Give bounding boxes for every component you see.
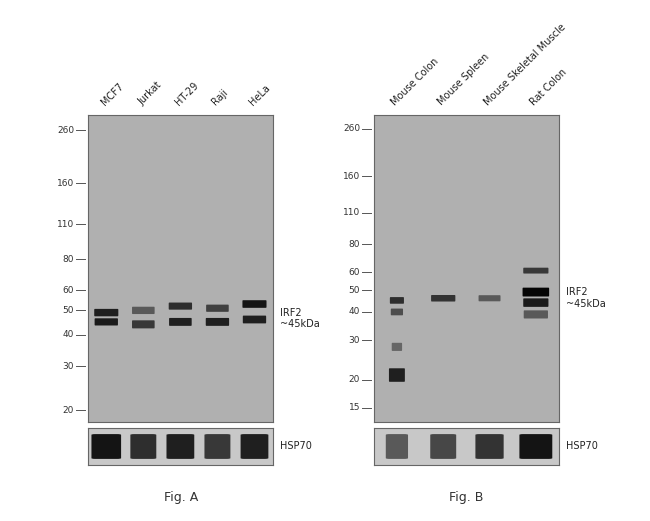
Text: 15: 15 xyxy=(348,403,360,413)
Text: Mouse Skeletal Muscle: Mouse Skeletal Muscle xyxy=(482,21,568,107)
FancyBboxPatch shape xyxy=(243,316,266,324)
Text: 30: 30 xyxy=(62,362,74,371)
Text: 160: 160 xyxy=(57,179,74,188)
FancyBboxPatch shape xyxy=(431,295,456,302)
FancyBboxPatch shape xyxy=(392,343,402,351)
FancyBboxPatch shape xyxy=(523,299,549,307)
Text: 40: 40 xyxy=(348,307,360,316)
Text: HT-29: HT-29 xyxy=(174,80,200,107)
Text: Rat Colon: Rat Colon xyxy=(528,67,569,107)
Text: 160: 160 xyxy=(343,172,360,181)
FancyBboxPatch shape xyxy=(131,434,156,459)
Text: Mouse Colon: Mouse Colon xyxy=(390,56,441,107)
Text: 260: 260 xyxy=(343,124,360,133)
Text: 110: 110 xyxy=(57,220,74,229)
Text: MCF7: MCF7 xyxy=(99,81,125,107)
Text: HeLa: HeLa xyxy=(248,82,272,107)
Text: 50: 50 xyxy=(62,306,74,315)
FancyBboxPatch shape xyxy=(166,434,194,459)
Text: 260: 260 xyxy=(57,126,74,135)
FancyBboxPatch shape xyxy=(389,368,405,382)
FancyBboxPatch shape xyxy=(206,305,229,312)
FancyBboxPatch shape xyxy=(169,303,192,309)
Text: 40: 40 xyxy=(62,330,74,339)
FancyBboxPatch shape xyxy=(240,434,268,459)
Text: 30: 30 xyxy=(348,336,360,344)
FancyBboxPatch shape xyxy=(206,318,229,326)
FancyBboxPatch shape xyxy=(430,434,456,459)
FancyBboxPatch shape xyxy=(478,295,500,301)
FancyBboxPatch shape xyxy=(205,434,230,459)
FancyBboxPatch shape xyxy=(519,434,552,459)
FancyBboxPatch shape xyxy=(390,297,404,304)
Text: 50: 50 xyxy=(348,286,360,294)
FancyBboxPatch shape xyxy=(242,300,266,308)
FancyBboxPatch shape xyxy=(92,434,121,459)
Text: Raji: Raji xyxy=(211,87,230,107)
Text: Jurkat: Jurkat xyxy=(136,80,164,107)
Text: HSP70: HSP70 xyxy=(280,441,312,452)
Text: IRF2
~45kDa: IRF2 ~45kDa xyxy=(566,288,606,309)
Text: 80: 80 xyxy=(348,240,360,249)
FancyBboxPatch shape xyxy=(94,309,118,316)
FancyBboxPatch shape xyxy=(386,434,408,459)
Text: Fig. B: Fig. B xyxy=(449,491,483,504)
FancyBboxPatch shape xyxy=(95,318,118,326)
FancyBboxPatch shape xyxy=(169,318,192,326)
FancyBboxPatch shape xyxy=(524,311,548,318)
Text: HSP70: HSP70 xyxy=(566,441,598,452)
Text: 80: 80 xyxy=(62,255,74,264)
Text: Mouse Spleen: Mouse Spleen xyxy=(436,52,491,107)
FancyBboxPatch shape xyxy=(523,288,549,296)
Text: 20: 20 xyxy=(348,375,360,384)
Text: IRF2
~45kDa: IRF2 ~45kDa xyxy=(280,307,320,329)
FancyBboxPatch shape xyxy=(523,268,549,274)
FancyBboxPatch shape xyxy=(391,308,403,315)
FancyBboxPatch shape xyxy=(132,320,155,328)
Text: 20: 20 xyxy=(62,406,74,415)
FancyBboxPatch shape xyxy=(132,307,155,314)
Text: 60: 60 xyxy=(62,286,74,295)
Text: Fig. A: Fig. A xyxy=(164,491,198,504)
Text: 60: 60 xyxy=(348,268,360,277)
FancyBboxPatch shape xyxy=(475,434,504,459)
Text: 110: 110 xyxy=(343,208,360,217)
